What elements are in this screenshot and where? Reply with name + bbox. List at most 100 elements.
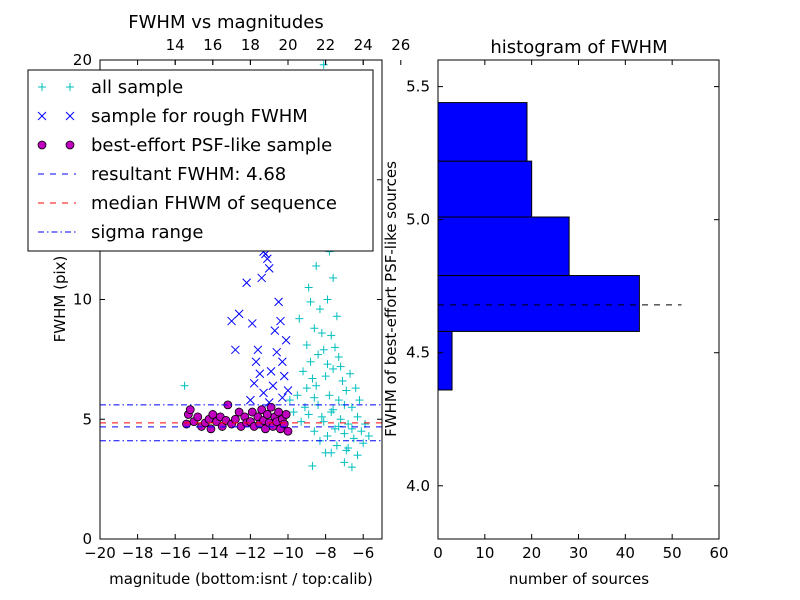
- legend-marker-2-b: [65, 140, 75, 150]
- histogram-panel: histogram of FWHM number of sources FWHM…: [382, 37, 729, 588]
- scatter-ytick-label-2: 10: [73, 291, 92, 309]
- rough-sample-point-1: [262, 254, 272, 264]
- scatter-top-tick-label-3: 20: [278, 36, 297, 54]
- all-sample-point-65: [336, 362, 345, 371]
- all-sample-point-46: [340, 429, 349, 438]
- all-sample-point-76: [347, 424, 356, 433]
- scatter-xtick-label-5: −10: [272, 544, 304, 562]
- rough-sample-point-17-b: [283, 386, 293, 395]
- histogram-axes: 0 10 20 30 40 50 60 4.0 4.5 5.0 5.5: [406, 60, 729, 562]
- all-sample-point-28: [338, 376, 347, 385]
- scatter-ylabel: FWHM (pix): [51, 256, 69, 343]
- histogram-xtick-label-1: 10: [475, 544, 494, 562]
- rough-sample-point-21: [268, 381, 278, 391]
- legend-box: [27, 69, 374, 252]
- all-sample-point-23: [334, 352, 343, 361]
- all-sample-point-13: [304, 283, 313, 292]
- all-sample-point-3: [347, 463, 356, 472]
- rough-sample-point-11: [278, 357, 287, 367]
- all-sample-point-79: [329, 405, 338, 414]
- all-sample-point-44: [310, 427, 319, 436]
- histogram-ytick-label-3: 5.5: [406, 78, 430, 96]
- all-sample-point-15: [323, 295, 332, 304]
- all-sample-point-25: [329, 364, 338, 373]
- rough-sample-point-26-b: [227, 316, 236, 326]
- rough-sample-point-7-b: [276, 316, 285, 326]
- rough-sample-point-24: [231, 345, 240, 355]
- psf-sample-point-22: [247, 407, 257, 417]
- all-sample-point-63: [317, 329, 326, 338]
- psf-sample-point-17: [234, 407, 244, 417]
- all-sample-point-67: [351, 384, 360, 393]
- rough-sample-point-15-b: [259, 388, 268, 398]
- rough-sample-point-19: [255, 369, 265, 379]
- histogram-ytick-label-1: 4.5: [406, 344, 430, 362]
- scatter-top-tick-label-6: 26: [391, 36, 410, 54]
- legend-label-median-fwhm: median FHWM of sequence: [91, 193, 337, 214]
- all-sample-point-20: [327, 331, 336, 340]
- legend-marker-1-b-b: [65, 111, 75, 121]
- psf-sample-point-29: [262, 410, 272, 419]
- legend-marker-0-b: [66, 83, 74, 91]
- all-sample-point-29: [312, 381, 321, 390]
- all-sample-point-33: [334, 396, 343, 405]
- legend: all sample sample for rough FWHM best-ef…: [27, 69, 374, 252]
- all-sample-point-30: [342, 386, 351, 395]
- histogram-xtick-label-4: 40: [616, 544, 635, 562]
- rough-sample-point-10: [272, 347, 282, 357]
- legend-marker-1-a: [37, 111, 47, 121]
- all-sample-point-61: [308, 374, 317, 383]
- all-sample-point-42: [344, 420, 353, 429]
- rough-sample-point-22: [247, 319, 257, 328]
- rough-sample-point-23-b: [234, 309, 244, 319]
- histogram-title: histogram of FWHM: [490, 37, 667, 58]
- all-sample-point-60: [285, 396, 294, 405]
- rough-sample-point-15: [259, 388, 268, 398]
- histogram-ylabel: FWHM of best-effort PSF-like sources: [382, 161, 400, 437]
- all-sample-point-2: [340, 458, 349, 467]
- psf-sample-point-35: [274, 407, 284, 417]
- all-sample-point-27: [321, 372, 330, 381]
- legend-marker-1-b: [65, 111, 75, 121]
- rough-sample-point-5-b: [242, 278, 251, 288]
- rough-sample-point-1-b: [262, 254, 272, 264]
- scatter-top-tick-label-4: 22: [316, 36, 335, 54]
- rough-sample-point-10-b: [272, 347, 282, 357]
- scatter-top-tick-label-5: 24: [354, 36, 373, 54]
- scatter-xtick-label-1: −18: [122, 544, 154, 562]
- scatter-xtick-label-7: −6: [352, 544, 374, 562]
- all-sample-point-1: [308, 461, 317, 470]
- rough-sample-point-12-b: [266, 366, 276, 376]
- rough-sample-point-24-b: [231, 345, 240, 355]
- rough-sample-point-14: [249, 378, 259, 388]
- rough-sample-point-3-b: [257, 273, 267, 283]
- legend-label-all-sample: all sample: [91, 77, 183, 98]
- rough-sample-point-6-b: [274, 297, 283, 307]
- scatter-ytick-label-4: 20: [73, 51, 92, 69]
- all-sample-point-54: [353, 451, 362, 460]
- all-sample-point-24: [306, 357, 315, 366]
- all-sample-point-31: [325, 391, 334, 400]
- rough-sample-point-14-b: [249, 378, 259, 388]
- rough-sample-point-2: [264, 264, 274, 273]
- all-sample-point-64: [306, 297, 315, 306]
- all-sample-point-45: [357, 427, 366, 436]
- scatter-panel: FWHM vs magnitudes magnitude (bottom:isn…: [27, 12, 410, 588]
- rough-sample-point-20: [246, 395, 255, 405]
- all-sample-point-22: [319, 345, 328, 354]
- scatter-top-tick-label-1: 16: [203, 36, 222, 54]
- legend-marker-1-a-b: [37, 111, 47, 121]
- rough-sample-point-11-b: [278, 357, 287, 367]
- scatter-title: FWHM vs magnitudes: [128, 12, 323, 33]
- scatter-ytick-label-1: 5: [82, 410, 92, 428]
- psf-sample-point-39: [281, 410, 291, 419]
- rough-sample-point-2-b: [264, 264, 274, 273]
- scatter-top-tick-label-2: 18: [241, 36, 260, 54]
- all-sample-point-75: [364, 432, 373, 441]
- psf-sample-point-26: [257, 405, 267, 415]
- rough-sample-point-9-b: [281, 335, 291, 345]
- histogram-ytick-label-2: 5.0: [406, 211, 430, 229]
- rough-sample-point-13-b: [253, 345, 263, 355]
- scatter-frame: [99, 59, 383, 540]
- all-sample-point-56: [342, 446, 351, 455]
